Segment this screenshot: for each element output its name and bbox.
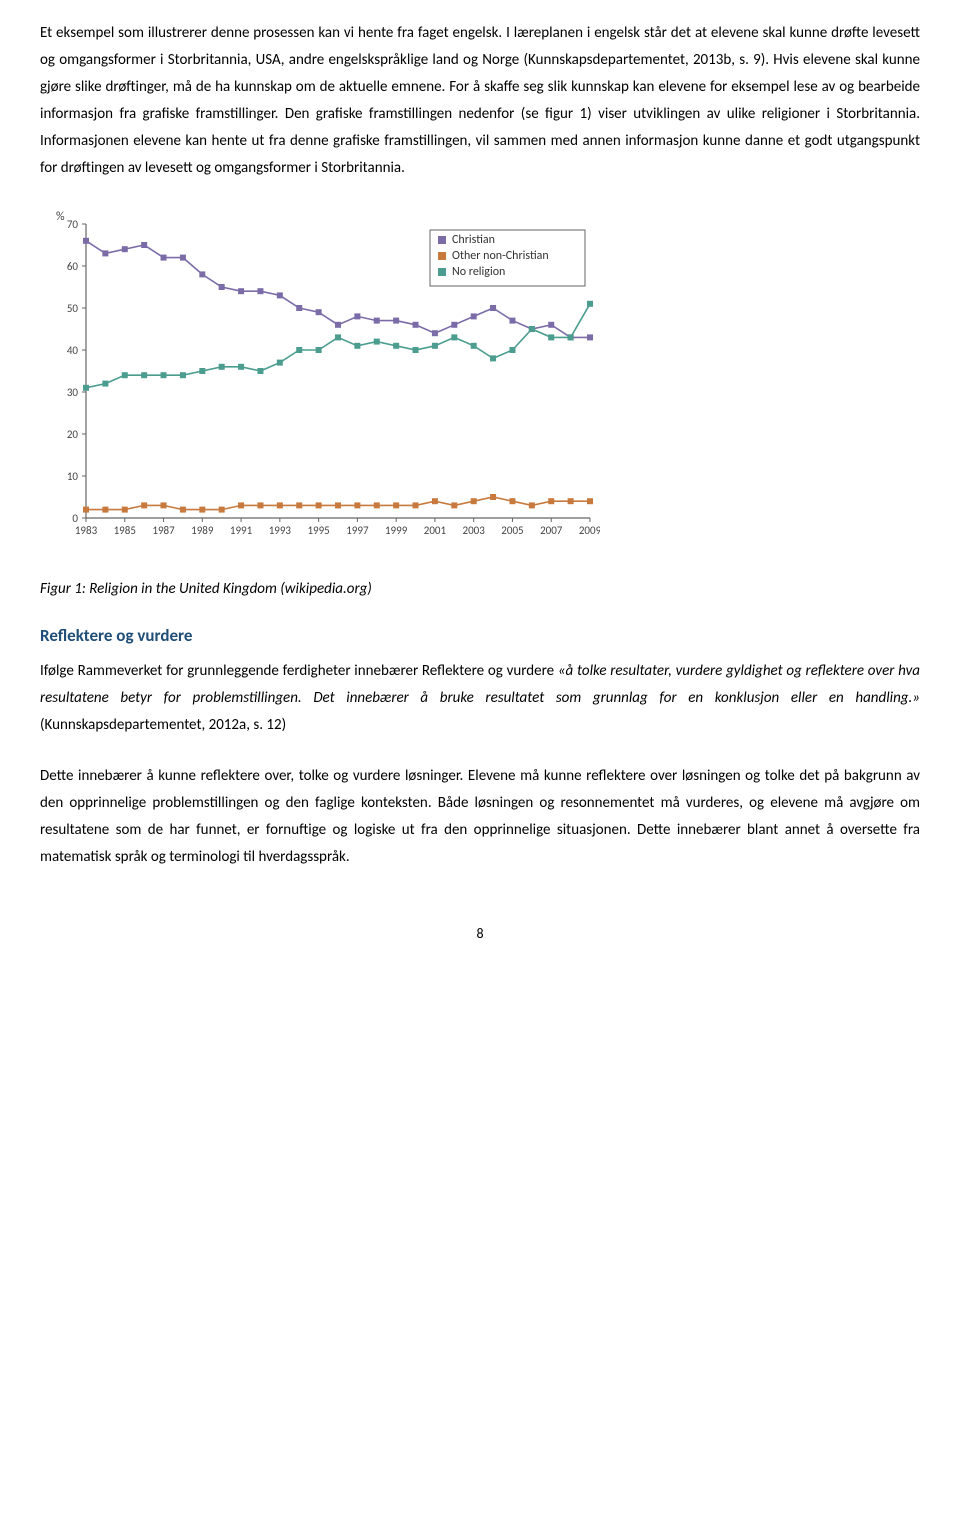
svg-text:70: 70	[67, 218, 79, 231]
svg-text:2005: 2005	[501, 524, 523, 537]
svg-text:1999: 1999	[385, 524, 408, 537]
svg-text:10: 10	[67, 470, 79, 483]
svg-text:40: 40	[67, 344, 79, 357]
para2-post: (Kunnskapsdepartementet, 2012a, s. 12)	[40, 716, 286, 734]
svg-text:1993: 1993	[269, 524, 292, 537]
svg-text:1991: 1991	[230, 524, 253, 537]
svg-text:60: 60	[67, 260, 79, 273]
svg-text:1985: 1985	[114, 524, 136, 537]
section-heading-reflektere: Reflektere og vurdere	[40, 621, 920, 652]
svg-text:1997: 1997	[346, 524, 369, 537]
svg-text:1995: 1995	[307, 524, 329, 537]
figure-1-caption: Figur 1: Religion in the United Kingdom …	[40, 576, 920, 603]
svg-text:1987: 1987	[152, 524, 175, 537]
svg-text:1983: 1983	[75, 524, 98, 537]
paragraph-2: Ifølge Rammeverket for grunnleggende fer…	[40, 658, 920, 739]
svg-text:30: 30	[67, 386, 79, 399]
svg-text:%: %	[56, 210, 65, 224]
svg-text:2009: 2009	[579, 524, 600, 537]
svg-text:2007: 2007	[540, 524, 563, 537]
paragraph-1: Et eksempel som illustrerer denne proses…	[40, 20, 920, 182]
svg-text:Other non-Christian: Other non-Christian	[452, 249, 549, 263]
religion-chart: %010203040506070198319851987198919911993…	[40, 206, 600, 546]
figure-1-container: %010203040506070198319851987198919911993…	[40, 206, 920, 546]
page-number: 8	[40, 921, 920, 946]
svg-text:20: 20	[67, 428, 79, 441]
para2-pre: Ifølge Rammeverket for grunnleggende fer…	[40, 662, 558, 680]
paragraph-3: Dette innebærer å kunne reflektere over,…	[40, 763, 920, 871]
svg-text:1989: 1989	[191, 524, 214, 537]
svg-text:2003: 2003	[463, 524, 486, 537]
svg-text:50: 50	[67, 302, 79, 315]
svg-text:Christian: Christian	[452, 233, 495, 247]
svg-text:2001: 2001	[424, 524, 447, 537]
svg-text:No religion: No religion	[452, 265, 505, 279]
